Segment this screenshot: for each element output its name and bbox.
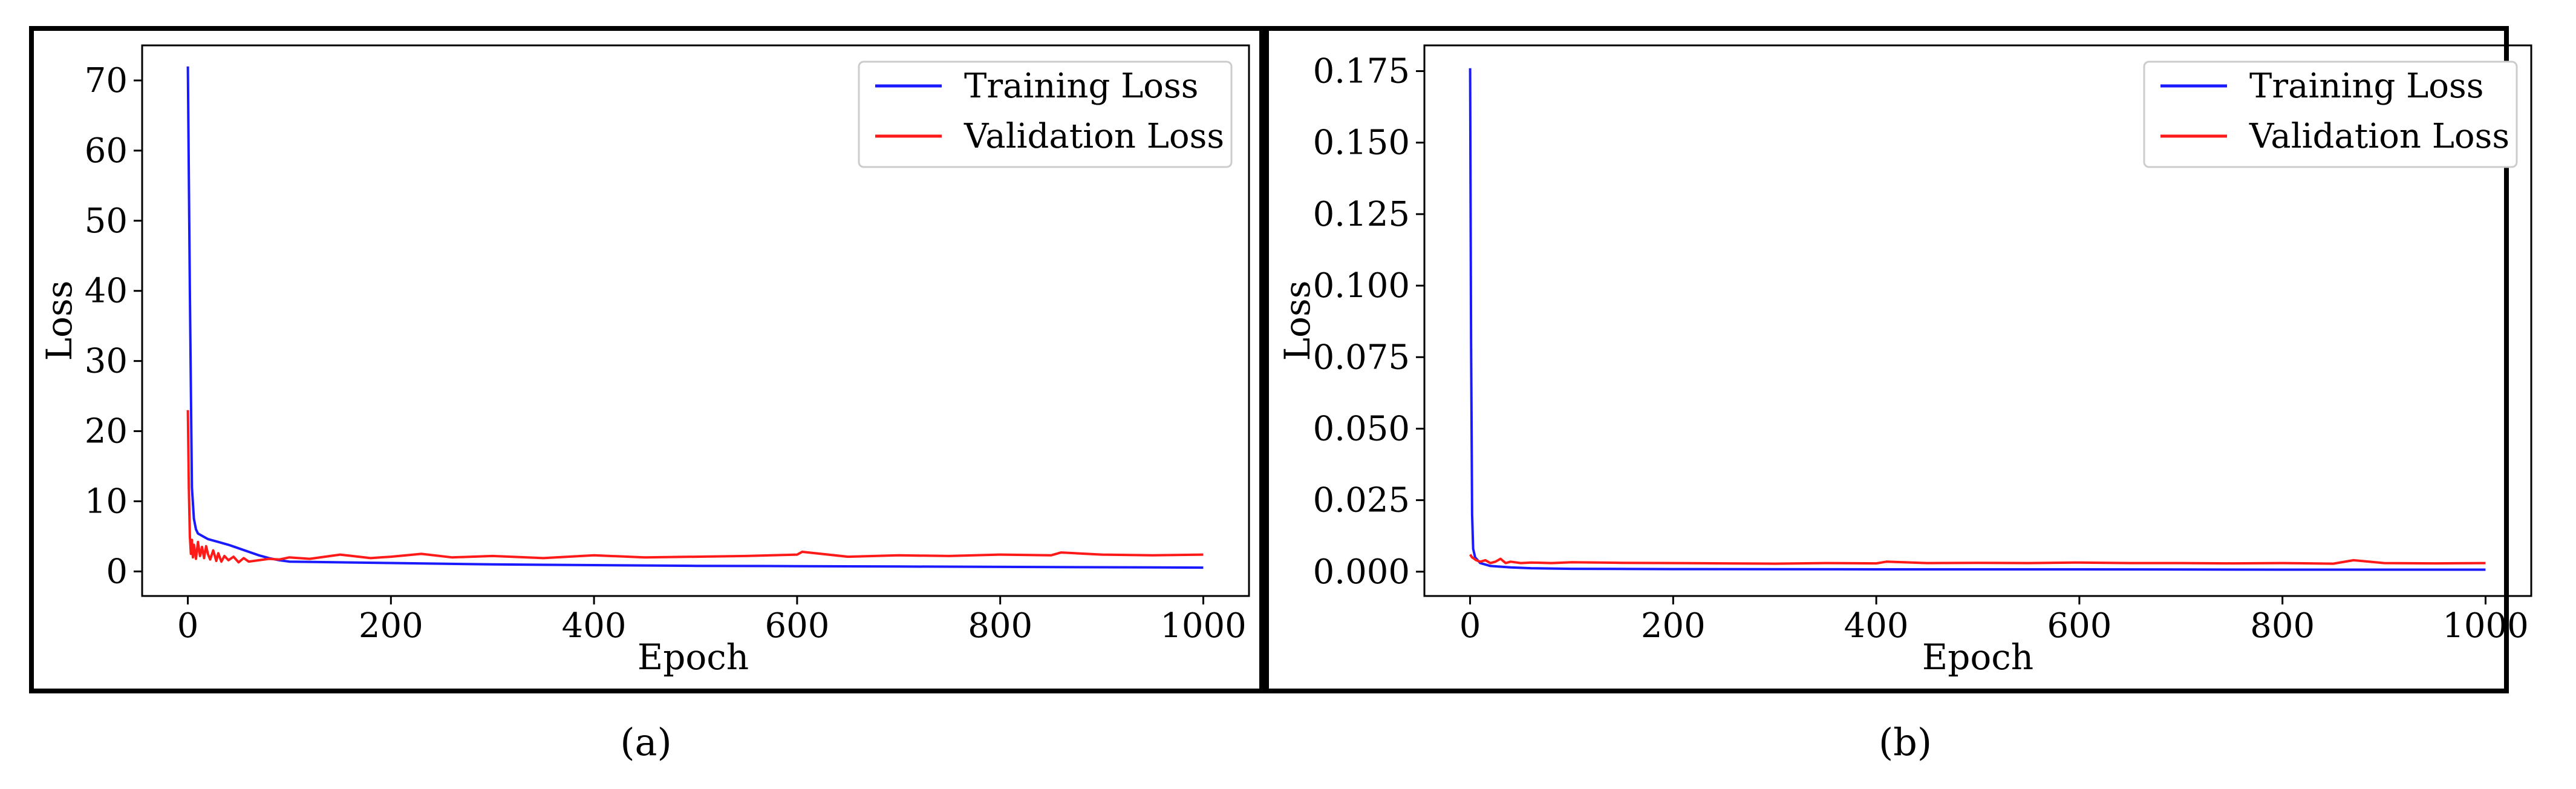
y-tick-label: 0.050 [1313,409,1410,448]
y-tick-label: 60 [85,131,128,171]
plot-area-a [141,44,1250,597]
y-axis-label-a: Loss [39,281,80,361]
panel-a-border [29,26,1264,693]
x-tick-label: 1000 [2442,606,2529,646]
legend-label-validation-b: Validation Loss [2249,117,2509,156]
x-tick-label: 600 [765,606,829,646]
legend-box-b [2143,61,2518,168]
panel-b-border [1264,26,2509,693]
x-tick-label: 800 [2250,606,2315,646]
y-tick-label: 0.175 [1313,52,1410,91]
series-line-training-loss [1469,68,2486,571]
y-ticks-b: 0.000 0.025 0.050 0.075 0.100 0.125 0.150 0.175 [1313,52,1424,592]
x-axis-label-a: Epoch [637,637,749,678]
x-tick-label: 800 [968,606,1032,646]
y-tick-label: 30 [85,342,128,381]
legend-b: Training Loss Validation Loss [2143,61,2518,168]
x-tick-label: 200 [1641,606,1706,646]
series-line-training-loss [186,66,1204,569]
y-tick-label: 0.025 [1313,481,1410,520]
legend-label-validation-a: Validation Loss [964,117,1224,156]
x-axis-label-b: Epoch [1922,637,2033,678]
chart-b: 0 200 400 600 800 1000 0.0000.0250.0500.0750.… [1277,44,2532,678]
x-ticks-b: 0 200 400 600 800 1000 [1459,596,2529,646]
y-tick-label: 0.075 [1313,338,1410,377]
caption-a: (a) [620,720,671,764]
legend-label-training-b: Training Loss [2249,67,2484,106]
legend-label-training-a: Training Loss [964,67,1199,106]
x-tick-label: 0 [177,606,199,646]
y-tick-label: 0.000 [1313,552,1410,592]
y-tick-label: 10 [85,482,128,522]
x-tick-label: 0 [1459,606,1481,646]
series-lines-a [186,66,1204,569]
x-tick-label: 400 [1844,606,1909,646]
legend-a: Training Loss Validation Loss [858,61,1233,168]
y-tick-label: 70 [85,61,128,100]
y-tick-label: 0 [106,552,128,591]
caption-b: (b) [1879,720,1932,764]
y-tick-label: 40 [85,272,128,311]
x-tick-label: 200 [359,606,423,646]
y-tick-label: 20 [85,412,128,451]
y-ticks-a: 0 10 20 30 40 50 60 70 [85,61,142,591]
plot-area-b [1423,44,2532,597]
y-tick-label: 50 [85,201,128,241]
series-lines-b [1469,68,2486,571]
y-tick-label: 0.150 [1313,123,1410,163]
y-tick-label: 0.125 [1313,195,1410,234]
y-axis-label-b: Loss [1277,281,1318,361]
legend-box-a [858,61,1233,168]
series-line-validation-loss [1469,554,2486,565]
x-tick-label: 400 [562,606,627,646]
series-line-validation-loss [186,410,1204,564]
x-ticks-a: 0 200 400 600 800 1000 [177,596,1247,646]
x-tick-label: 600 [2047,606,2111,646]
x-tick-label: 1000 [1160,606,1247,646]
y-tick-label: 0.100 [1313,266,1410,306]
